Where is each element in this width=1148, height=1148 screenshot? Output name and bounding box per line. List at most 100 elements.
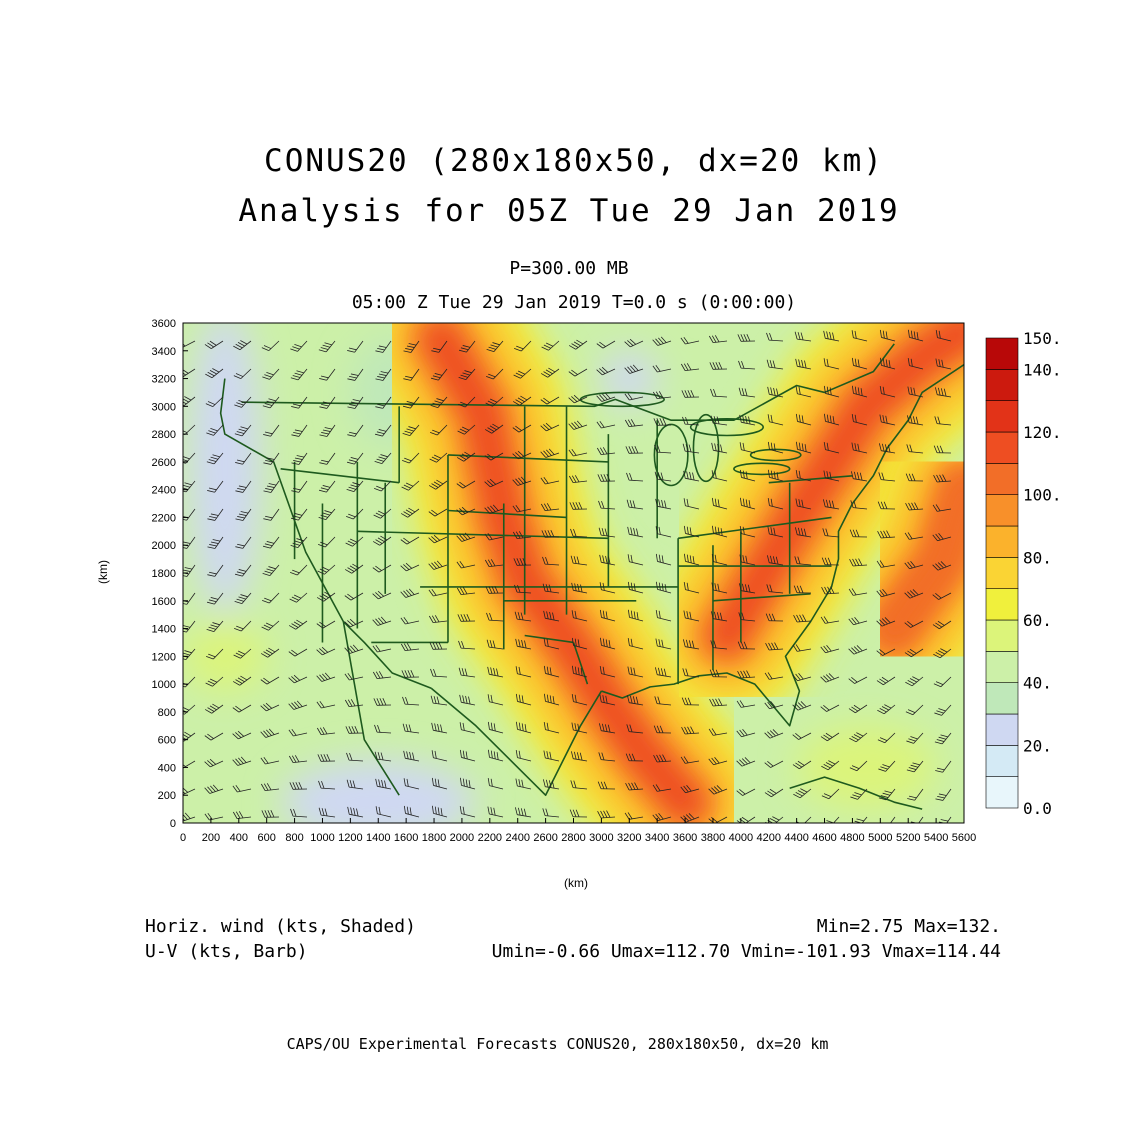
y-tick-label: 2800 bbox=[152, 429, 176, 441]
wind-barb bbox=[879, 357, 896, 370]
wind-barb bbox=[456, 587, 476, 596]
wind-barb bbox=[204, 784, 224, 794]
wind-barb bbox=[932, 620, 952, 630]
wind-barb bbox=[400, 507, 420, 518]
wind-barb bbox=[235, 480, 252, 493]
wind-barb bbox=[571, 637, 588, 650]
pressure-level: P=300.00 MB bbox=[509, 258, 629, 279]
wind-barb bbox=[291, 452, 308, 465]
wind-barb bbox=[680, 336, 700, 345]
wind-barb bbox=[851, 442, 868, 454]
wind-barb bbox=[319, 452, 336, 465]
wind-barb bbox=[428, 615, 448, 624]
wind-barb bbox=[316, 646, 336, 656]
wind-barb bbox=[543, 610, 560, 622]
wind-barb bbox=[402, 424, 420, 437]
wind-barb bbox=[430, 695, 448, 706]
y-tick-label: 3000 bbox=[152, 401, 176, 413]
wind-barb bbox=[767, 526, 784, 538]
wind-barb bbox=[431, 722, 448, 734]
wind-barb bbox=[568, 394, 588, 404]
wind-barb bbox=[851, 385, 868, 398]
wind-barb bbox=[904, 620, 924, 628]
wind-barb bbox=[627, 637, 644, 650]
border-5 bbox=[447, 454, 609, 463]
x-tick-label: 2800 bbox=[561, 832, 585, 844]
wind-barb bbox=[739, 442, 756, 454]
wind-barb bbox=[486, 639, 504, 650]
wind-barb bbox=[484, 504, 504, 514]
wind-barb bbox=[262, 536, 280, 549]
wind-barb bbox=[514, 807, 532, 818]
wind-barb bbox=[344, 563, 364, 574]
wind-barb bbox=[821, 557, 840, 566]
wind-barb bbox=[876, 617, 896, 627]
wind-barb bbox=[627, 666, 644, 678]
wind-barb bbox=[655, 609, 672, 622]
coastline-0 bbox=[219, 378, 432, 690]
wind-barb bbox=[205, 676, 224, 687]
wind-barb bbox=[234, 396, 252, 408]
wind-barb bbox=[627, 554, 644, 566]
wind-barb bbox=[599, 582, 616, 594]
wind-barb bbox=[624, 812, 644, 820]
wind-barb bbox=[485, 586, 504, 594]
map-subtitle: Analysis for 05Z Tue 29 Jan 2019 bbox=[238, 193, 900, 229]
wind-barb bbox=[795, 441, 812, 454]
wind-barb bbox=[568, 448, 588, 457]
y-tick-label: 800 bbox=[158, 707, 176, 719]
wind-barb bbox=[598, 752, 616, 762]
wind-barb bbox=[261, 620, 280, 631]
wind-barb bbox=[626, 472, 644, 482]
wind-barb bbox=[738, 612, 756, 622]
wind-barb bbox=[710, 611, 728, 622]
wind-barb bbox=[515, 721, 532, 734]
wind-barb bbox=[571, 582, 588, 594]
wind-barb bbox=[795, 413, 812, 426]
x-tick-label: 1400 bbox=[366, 832, 390, 844]
wind-barb bbox=[598, 527, 616, 538]
wind-barb bbox=[738, 583, 756, 594]
wind-barb bbox=[879, 385, 896, 398]
wind-barb bbox=[850, 500, 868, 510]
wind-barb bbox=[848, 704, 868, 714]
wind-barb bbox=[347, 424, 364, 437]
wind-barb bbox=[792, 732, 812, 740]
wind-barb bbox=[654, 444, 672, 454]
wind-barb bbox=[792, 644, 812, 652]
wind-barb bbox=[288, 619, 308, 630]
wind-barb bbox=[820, 732, 840, 742]
wind-barb bbox=[234, 564, 252, 577]
wind-barb bbox=[848, 676, 868, 684]
wind-barb bbox=[935, 788, 952, 801]
wind-barb bbox=[849, 732, 868, 743]
wind-barb bbox=[543, 665, 560, 678]
wind-barb bbox=[207, 508, 224, 521]
wind-barb bbox=[260, 783, 280, 792]
wind-barb bbox=[739, 414, 756, 426]
colorbar-bin bbox=[985, 651, 1019, 683]
colorbar-bin bbox=[985, 431, 1019, 464]
wind-barb bbox=[262, 368, 280, 380]
colorbar-label: 20. bbox=[1023, 736, 1052, 755]
wind-barb bbox=[512, 424, 532, 433]
y-tick-label: 3400 bbox=[152, 346, 176, 358]
wind-barb bbox=[288, 674, 308, 684]
y-axis-ticks: 0 200 400 600 800 1000 1200 1400 1600 1800 2000 220… bbox=[152, 318, 188, 830]
wind-barb bbox=[543, 750, 560, 762]
wind-barb bbox=[206, 452, 224, 465]
map-title: CONUS20 (280x180x50, dx=20 km) bbox=[264, 143, 884, 179]
wind-barb bbox=[206, 648, 224, 660]
x-tick-label: 3800 bbox=[701, 832, 725, 844]
wind-barb bbox=[374, 452, 392, 465]
wind-barb bbox=[515, 638, 532, 650]
wind-barb bbox=[542, 808, 560, 818]
wind-barb bbox=[431, 750, 448, 762]
wind-barb bbox=[596, 447, 616, 456]
wind-barb bbox=[543, 693, 560, 706]
wind-barb bbox=[459, 777, 476, 790]
wind-barb bbox=[795, 469, 812, 482]
wind-barb bbox=[821, 760, 840, 771]
x-tick-label: 2600 bbox=[533, 832, 557, 844]
wind-barb bbox=[794, 527, 812, 538]
